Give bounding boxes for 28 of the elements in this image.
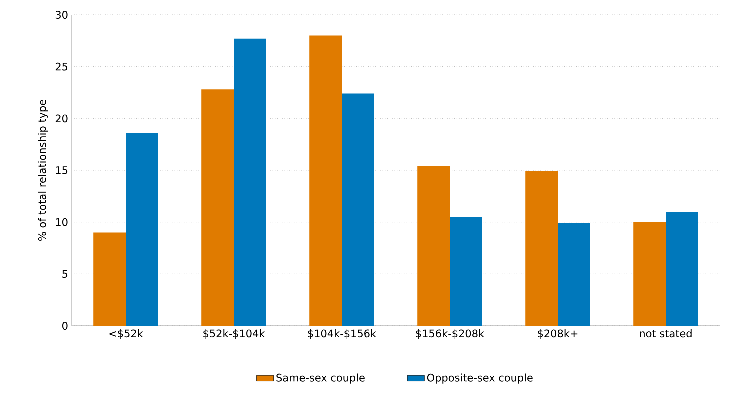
x-tick-label: $52k-$104k [204, 330, 266, 339]
y-tick-label: 30 [56, 11, 68, 19]
bar [418, 166, 450, 326]
bar [234, 38, 266, 326]
x-tick-label: not stated [640, 330, 692, 338]
y-tick-label: 20 [56, 114, 68, 123]
bar [202, 90, 234, 326]
y-tick-label: 15 [56, 166, 68, 174]
x-tick-label: $104k-$156k [308, 330, 377, 339]
y-tick-label: 25 [56, 62, 68, 71]
y-axis-title: % of total relationship type [38, 100, 48, 241]
bar [450, 217, 482, 326]
bar [310, 36, 342, 326]
bar [342, 94, 374, 326]
bar [666, 212, 698, 326]
legend-label: Same-sex couple [276, 374, 365, 384]
bar [126, 133, 158, 326]
bar [634, 222, 666, 326]
bar [94, 232, 126, 326]
legend-label: Opposite-sex couple [427, 374, 533, 384]
bar [558, 223, 590, 326]
bar [526, 172, 558, 326]
x-tick-label: $208k+ [538, 330, 578, 339]
y-tick-label: 10 [56, 218, 68, 226]
x-tick-label: <$52k [110, 330, 144, 339]
y-tick-label: 0 [62, 322, 68, 330]
x-tick-label: $156k-$208k [416, 330, 485, 339]
y-tick-label: 5 [62, 270, 68, 278]
